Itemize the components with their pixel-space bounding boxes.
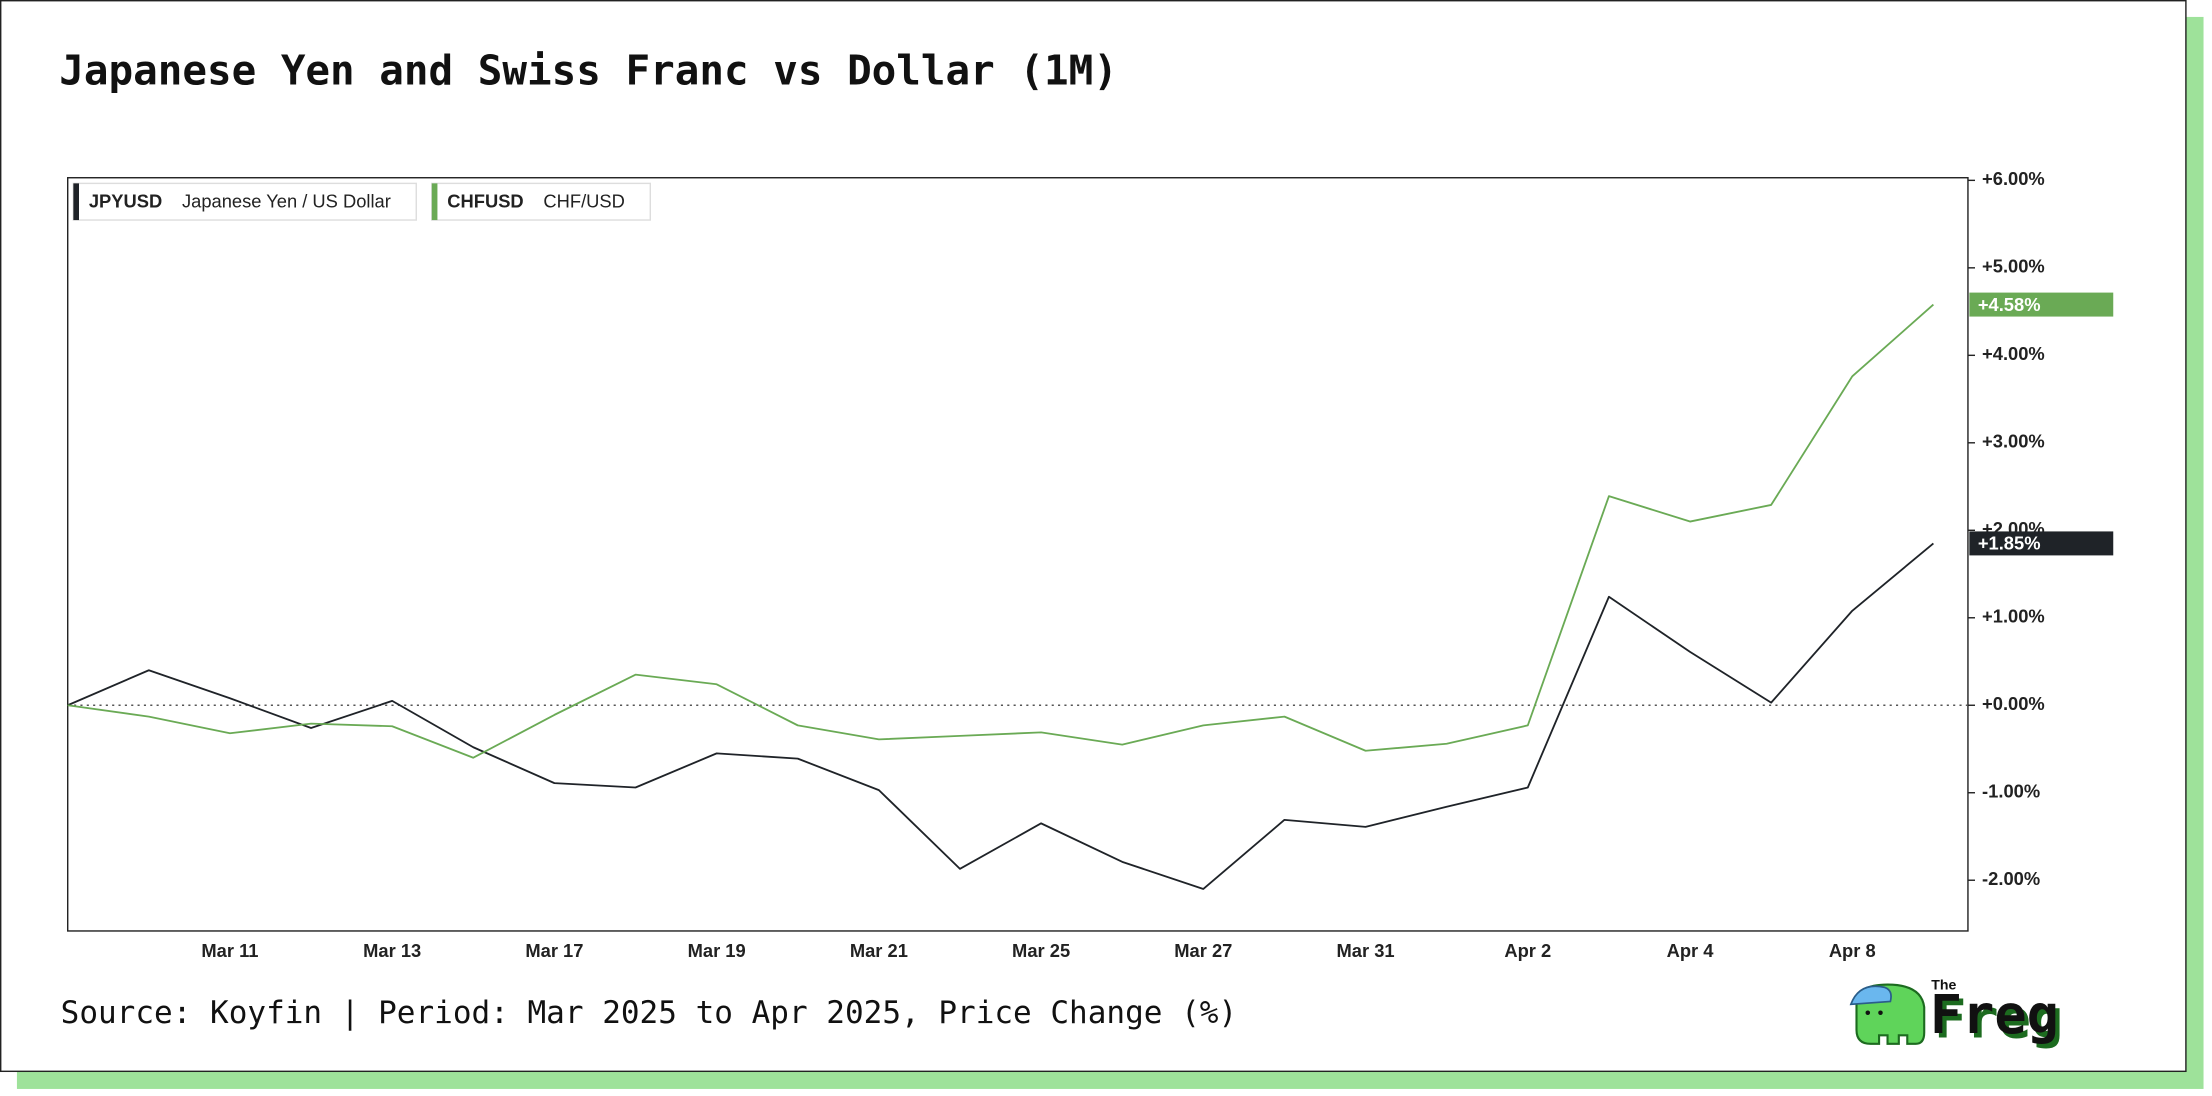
value-badge [1969, 531, 2114, 556]
y-tick-label: +6.00% [1982, 168, 2045, 189]
x-tick-label: Mar 27 [1174, 940, 1232, 961]
logo: The Freg Freg [1849, 977, 2063, 1050]
legend-box [72, 182, 417, 221]
logo-eye [1878, 1010, 1883, 1016]
plot-frame [67, 177, 1969, 932]
legend-box [431, 182, 652, 221]
logo-eye [1865, 1010, 1871, 1016]
x-tick-label: Mar 13 [363, 940, 421, 961]
series-line [67, 303, 1934, 759]
y-tick-label: -1.00% [1982, 781, 2040, 802]
x-tick-label: Apr 2 [1504, 940, 1551, 961]
source-note: Source: Koyfin | Period: Mar 2025 to Apr… [61, 995, 1237, 1031]
x-tick-label: Mar 25 [1012, 940, 1070, 961]
x-tick-label: Mar 21 [850, 940, 908, 961]
legend-swatch [73, 183, 79, 221]
legend-description: Japanese Yen / US Dollar [182, 190, 391, 211]
legend-swatch [431, 183, 438, 221]
x-tick-label: Apr 4 [1667, 940, 1715, 961]
legend-description: CHF/USD [543, 190, 624, 211]
y-tick-label: +3.00% [1982, 431, 2045, 452]
chart-title: Japanese Yen and Swiss Franc vs Dollar (… [59, 46, 1118, 94]
x-tick-label: Mar 31 [1337, 940, 1395, 961]
y-tick-label: +4.00% [1982, 343, 2045, 364]
y-tick-label: +5.00% [1982, 256, 2045, 277]
x-tick-label: Apr 8 [1829, 940, 1876, 961]
y-tick-label: +1.00% [1982, 606, 2045, 627]
legend-name: CHFUSD [447, 190, 523, 211]
x-tick-label: Mar 11 [201, 940, 258, 961]
card [0, 0, 2187, 1073]
x-tick-label: Mar 19 [688, 940, 746, 961]
legend-item: JPYUSD Japanese Yen / US Dollar [72, 182, 417, 221]
series-line [67, 542, 1934, 890]
value-label: +1.85% [1978, 533, 2041, 554]
logo-small-text: The [1931, 977, 1956, 993]
y-tick-label: +0.00% [1982, 693, 2045, 714]
y-tick-label: -2.00% [1982, 868, 2040, 889]
x-tick-label: Mar 17 [525, 940, 583, 961]
legend-item: CHFUSD CHF/USD [431, 182, 652, 221]
legend-name: JPYUSD [89, 190, 162, 211]
logo-shadow-text: Freg [1934, 987, 2063, 1050]
value-label: +4.58% [1978, 294, 2041, 315]
logo-hat [1849, 985, 1892, 1006]
logo-text: Freg [1930, 983, 2059, 1046]
value-badge [1969, 292, 2114, 317]
